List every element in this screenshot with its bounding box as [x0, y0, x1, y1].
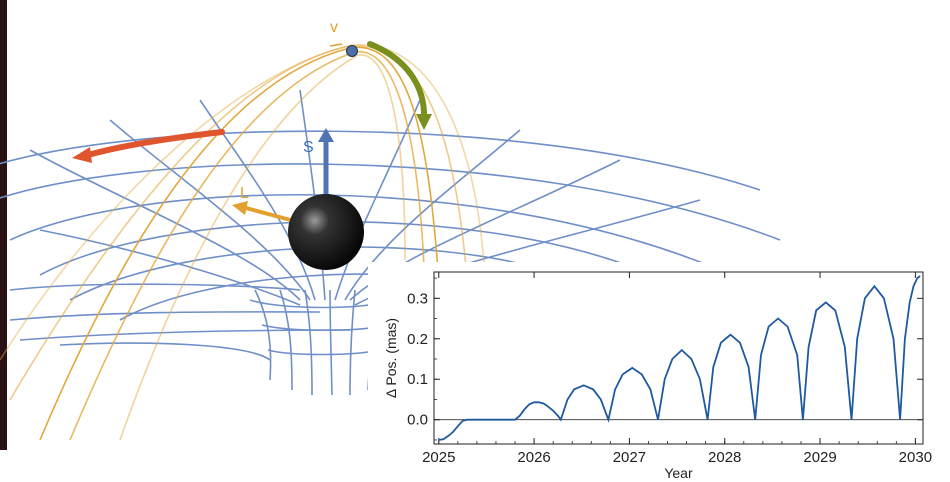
x-tick-label: 2025 [422, 449, 455, 466]
position-offset-chart: 2025 2026 2027 2028 2029 2030 0.0 0.1 0.2 0.3 Yea… [368, 262, 943, 482]
velocity-label: v [330, 19, 338, 36]
precession-arrow [72, 129, 225, 163]
plot-frame [433, 271, 924, 445]
black-hole-icon [288, 194, 364, 270]
grid-radial [344, 129, 521, 301]
velocity-arrow [367, 41, 432, 130]
grid-funnel [349, 289, 356, 396]
grid-ring [0, 130, 761, 191]
grid-funnel [59, 342, 271, 361]
grid-funnel [254, 289, 272, 381]
spacetime-grid [0, 89, 781, 396]
velocity-tick [329, 43, 343, 47]
grid-ring [19, 329, 351, 341]
grid-radial [334, 99, 421, 301]
grid-ring [9, 311, 321, 321]
grid-radial [199, 99, 316, 301]
orbit-track [69, 51, 426, 441]
orbit-tracks [0, 44, 486, 441]
grid-ring [9, 283, 301, 291]
grid-radial [29, 149, 301, 301]
x-tick-label: 2026 [517, 449, 550, 466]
y-tick-label: 0.3 [407, 290, 428, 307]
x-tick-label: 2028 [708, 449, 741, 466]
angular-momentum-arrow [232, 201, 299, 224]
series-line [438, 275, 921, 441]
grid-funnel [329, 289, 333, 396]
angular-momentum-label: L [240, 185, 249, 202]
spin-label: S [303, 139, 314, 156]
grid-funnel [267, 349, 379, 356]
grid-funnel [261, 324, 386, 332]
orbit-track [0, 44, 486, 361]
y-tick-label: 0.1 [407, 371, 428, 388]
x-tick-label: 2027 [613, 449, 646, 466]
x-tick-label: 2030 [899, 449, 932, 466]
x-axis-label: Year [664, 465, 693, 481]
orbit-track [39, 46, 441, 441]
grid-ring [0, 163, 781, 241]
spin-arrow [318, 128, 334, 198]
grid-radial [39, 229, 301, 306]
grid-radial [299, 89, 326, 301]
grid-funnel [304, 289, 313, 396]
photo-edge [0, 0, 7, 450]
grid-funnel [279, 289, 293, 391]
x-tick-label: 2029 [803, 449, 836, 466]
y-tick-label: 0.2 [407, 331, 428, 348]
orbit-track [119, 54, 406, 441]
y-tick-label: 0.0 [407, 412, 428, 429]
orbit-track [9, 45, 471, 401]
star-icon [346, 45, 358, 57]
y-axis-label: Δ Pos. (mas) [383, 318, 399, 398]
